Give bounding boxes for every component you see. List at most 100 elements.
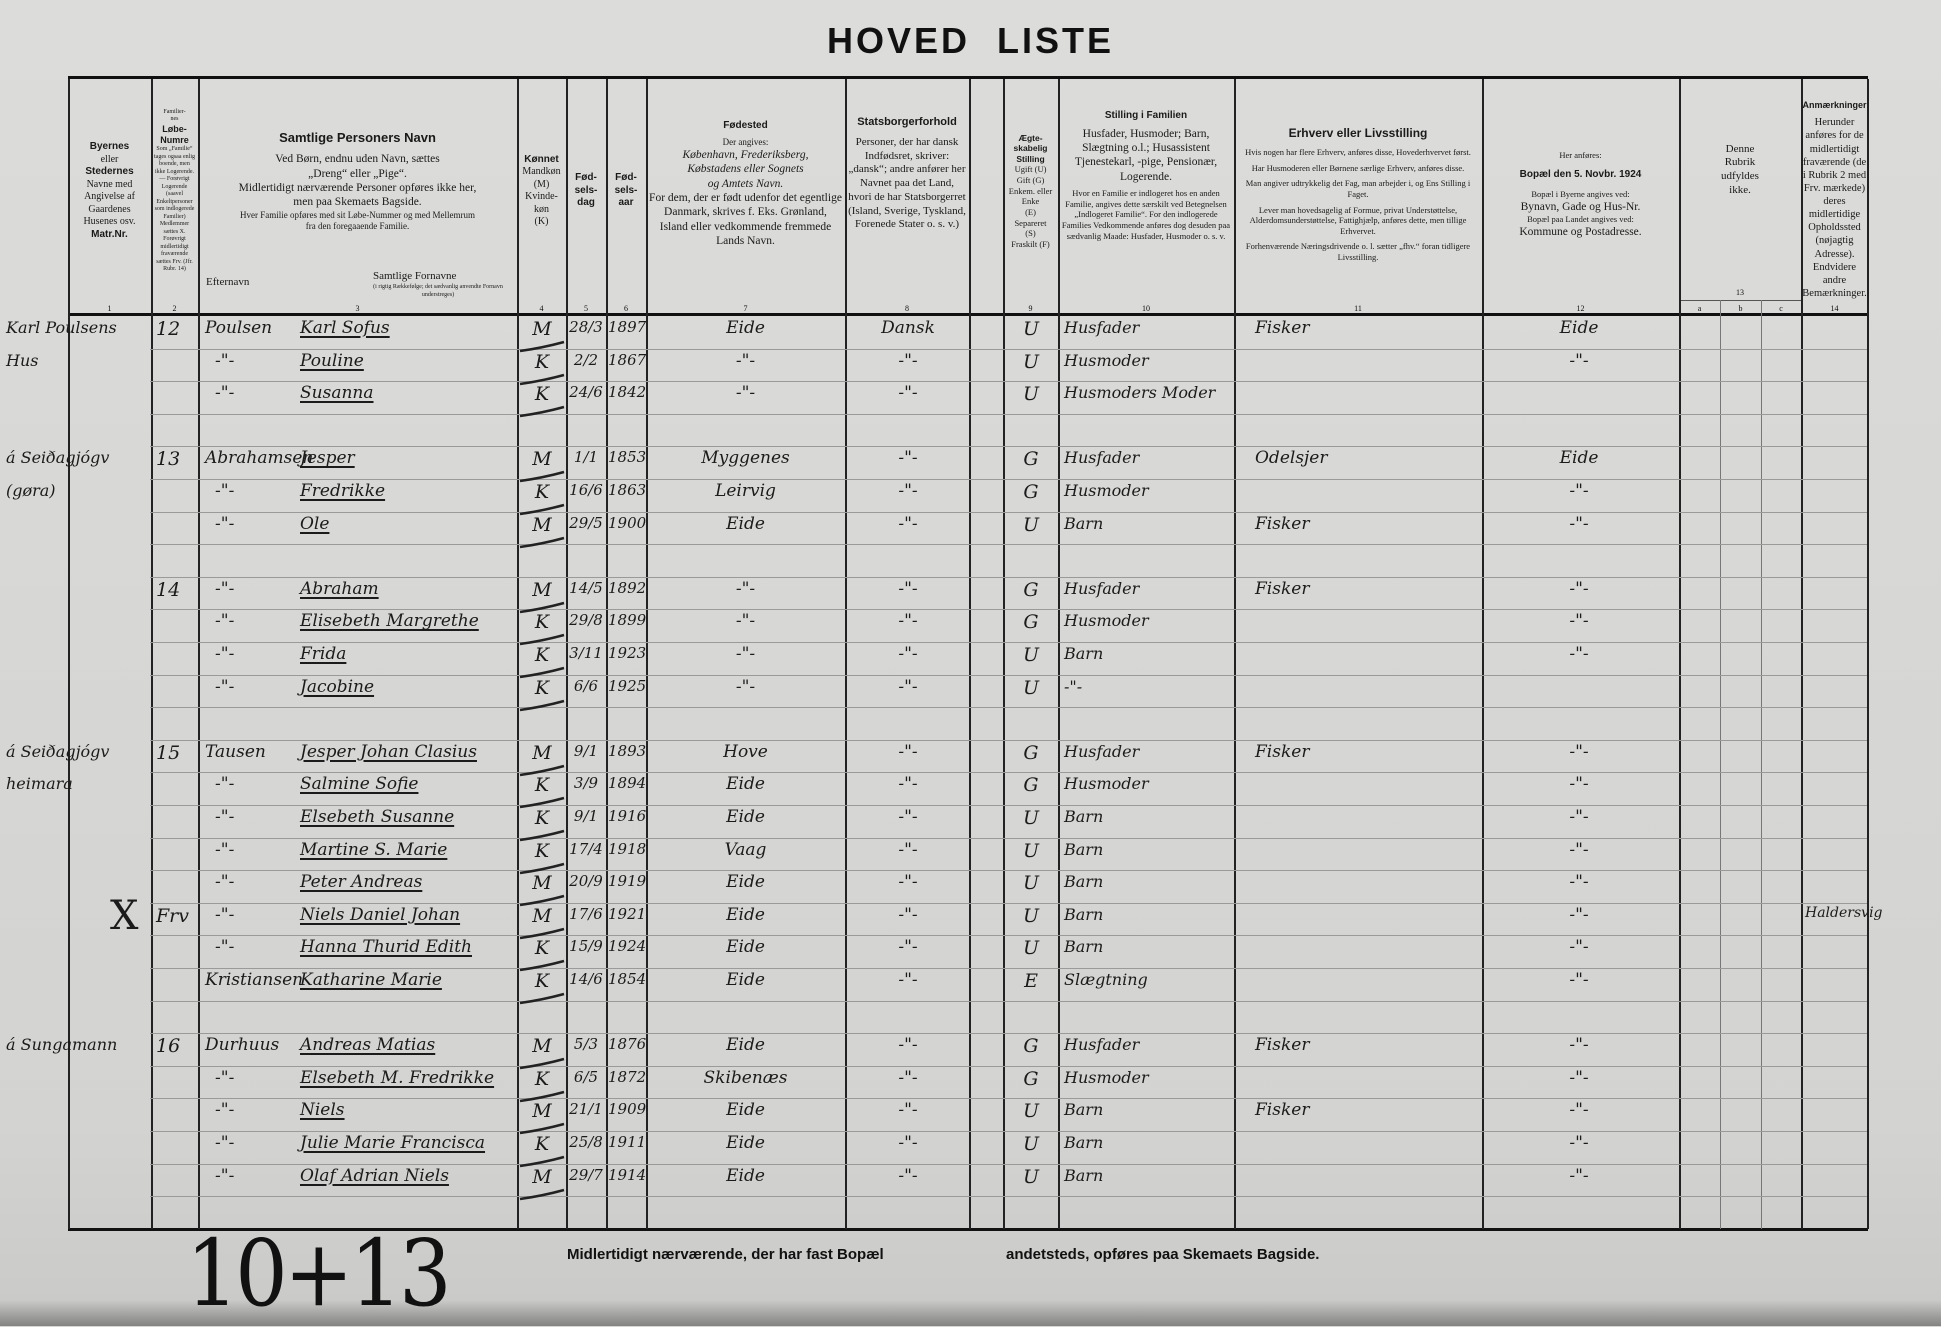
family-position-cell: Husmoder bbox=[1064, 774, 1149, 794]
surname-cell: -"- bbox=[215, 513, 235, 534]
scan-edge bbox=[0, 1300, 1941, 1326]
place-cell: Karl Poulsens bbox=[6, 318, 117, 337]
header-occupation: Erhverv eller Livsstilling Hvis nogen ha… bbox=[1234, 80, 1482, 302]
column-divider bbox=[1867, 79, 1869, 1229]
birth-year-cell: 1892 bbox=[608, 578, 647, 597]
col13-subrule bbox=[1679, 300, 1801, 301]
residence-cell: -"- bbox=[1569, 970, 1589, 990]
residence-cell: -"- bbox=[1569, 1067, 1589, 1088]
nationality-cell: -"- bbox=[898, 611, 918, 632]
h10-note: Hvor en Familie er indlogeret hos en and… bbox=[1061, 188, 1231, 241]
birth-year-cell: 1854 bbox=[608, 970, 647, 988]
birth-year-cell: 1853 bbox=[608, 448, 647, 467]
family-position-cell: Barn bbox=[1064, 807, 1104, 826]
birth-day-cell: 14/5 bbox=[569, 578, 603, 597]
occupation-cell: Fisker bbox=[1255, 741, 1310, 762]
given-names-cell: Karl Sofus bbox=[300, 318, 390, 338]
marital-status-cell: G bbox=[1023, 1035, 1039, 1058]
h2-l0: Familier- bbox=[163, 108, 186, 115]
occupation-cell: Fisker bbox=[1255, 1035, 1310, 1056]
h14-text: Herunder anføres for de midlertidigt fra… bbox=[1802, 117, 1867, 299]
marital-status-cell: U bbox=[1022, 904, 1039, 927]
row-rule bbox=[150, 837, 1867, 839]
birth-day-cell: 25/8 bbox=[569, 1133, 603, 1151]
h1-l4: Angivelse af bbox=[84, 191, 135, 202]
family-position-cell: Barn bbox=[1064, 644, 1104, 663]
h3-l5: Hver Familie opføres med sit Løbe-Nummer… bbox=[240, 209, 475, 220]
surname-cell: -"- bbox=[215, 937, 235, 958]
nationality-cell: -"- bbox=[898, 383, 918, 404]
family-position-cell: Barn bbox=[1064, 937, 1104, 957]
given-names-cell: Andreas Matias bbox=[300, 1035, 436, 1056]
h12-l1: Her anføres: bbox=[1559, 150, 1602, 160]
birth-day-cell: 9/1 bbox=[573, 807, 599, 825]
family-position-cell: Barn bbox=[1064, 1165, 1104, 1185]
tally-stroke bbox=[519, 894, 565, 907]
header-not-filled: Denne Rubrik udfyldes ikke. bbox=[1679, 80, 1801, 260]
row-rule bbox=[150, 544, 1867, 546]
given-names-cell: Martine S. Marie bbox=[300, 839, 448, 860]
nationality-cell: -"- bbox=[898, 1100, 918, 1121]
family-number-cell: 14 bbox=[156, 578, 181, 601]
birthplace-cell: Hove bbox=[723, 741, 768, 762]
tally-stroke bbox=[519, 1123, 565, 1135]
header-nationality: Statsborgerforhold Personer, der har dans… bbox=[845, 80, 969, 302]
given-names-cell: Olaf Adrian Niels bbox=[300, 1165, 449, 1186]
marital-status-cell: U bbox=[1022, 318, 1039, 340]
family-position-cell: Husmoder bbox=[1064, 350, 1149, 370]
nationality-cell: -"- bbox=[898, 774, 918, 795]
sex-cell: M bbox=[532, 318, 552, 340]
colnum-11: 11 bbox=[1354, 304, 1362, 313]
surname-cell: Durhuus bbox=[205, 1035, 280, 1056]
surname-cell: -"- bbox=[215, 611, 235, 632]
table-row: á Sungamann 16 Durhuus Andreas Matias M 5/3 18… bbox=[0, 1033, 1941, 1070]
family-position-cell: Husfader bbox=[1064, 448, 1140, 468]
row-rule bbox=[150, 479, 1867, 480]
sex-cell: K bbox=[534, 807, 550, 829]
row-rule bbox=[150, 707, 1867, 709]
surname-cell: -"- bbox=[215, 1067, 235, 1088]
given-names-cell: Niels Daniel Johan bbox=[300, 904, 461, 925]
table-row: -"- Martine S. Marie K 17/4 1918 Vaag -"- U Barn… bbox=[0, 838, 1941, 874]
marital-status-cell: U bbox=[1022, 807, 1039, 829]
family-position-cell: -"- bbox=[1064, 676, 1083, 696]
colnum-13a: a bbox=[1697, 304, 1702, 313]
column-divider bbox=[1801, 79, 1803, 1229]
sex-cell: K bbox=[534, 970, 550, 992]
h12-l3: Bynavn, Gade og Hus-Nr. bbox=[1520, 200, 1641, 213]
given-names-cell: Elsebeth Susanne bbox=[300, 807, 455, 827]
surname-cell: -"- bbox=[215, 481, 235, 501]
birthplace-cell: Eide bbox=[726, 872, 765, 893]
residence-cell: -"- bbox=[1569, 578, 1589, 599]
table-row bbox=[0, 544, 1941, 577]
birth-year-cell: 1863 bbox=[608, 481, 647, 499]
sex-cell: K bbox=[534, 644, 550, 666]
family-position-cell: Husmoder bbox=[1064, 1067, 1149, 1087]
birth-year-cell: 1923 bbox=[608, 644, 647, 662]
surname-cell: -"- bbox=[215, 807, 235, 827]
header-marital: Ægte-skabelig Stilling Ugift (U) Gift (G) E… bbox=[1003, 80, 1058, 302]
birthplace-cell: Eide bbox=[726, 1100, 765, 1121]
header-family-number: Familier-nes Løbe- Numre Som „Familie“ tage… bbox=[151, 80, 198, 302]
h7-l2: København, Frederiksberg, bbox=[682, 148, 809, 161]
h13-l0: Denne bbox=[1725, 142, 1755, 155]
table-row: X Frv -"- Niels Daniel Johan M 17/6 1921 Eide -"… bbox=[0, 893, 1941, 940]
residence-cell: -"- bbox=[1569, 774, 1589, 795]
given-names-cell: Katharine Marie bbox=[300, 970, 442, 990]
colnum-2: 2 bbox=[172, 304, 177, 313]
h13-l1: Rubrik bbox=[1724, 156, 1756, 169]
remarks-cell: Haldersvig bbox=[1805, 904, 1883, 921]
h5-l1: sels- bbox=[574, 184, 598, 196]
table-row: -"- Frida K 3/11 1923 -"- -"- U Barn -"- bbox=[0, 642, 1941, 679]
birth-year-cell: 1919 bbox=[608, 872, 647, 891]
nationality-cell: Dansk bbox=[881, 318, 935, 338]
birth-day-cell: 6/5 bbox=[573, 1067, 599, 1086]
given-names-cell: Jesper Johan Clasius bbox=[300, 741, 477, 762]
h4-l2: Kvinde- bbox=[525, 191, 558, 202]
occupation-cell: Fisker bbox=[1255, 513, 1310, 534]
table-row: -"- Ole M 29/5 1900 Eide -"- U Barn Fisker -"- bbox=[0, 512, 1941, 548]
family-position-cell: Barn bbox=[1064, 1133, 1104, 1152]
row-rule bbox=[150, 413, 1867, 415]
sex-cell: K bbox=[534, 1133, 550, 1155]
given-names-cell: Julie Marie Francisca bbox=[300, 1133, 486, 1153]
